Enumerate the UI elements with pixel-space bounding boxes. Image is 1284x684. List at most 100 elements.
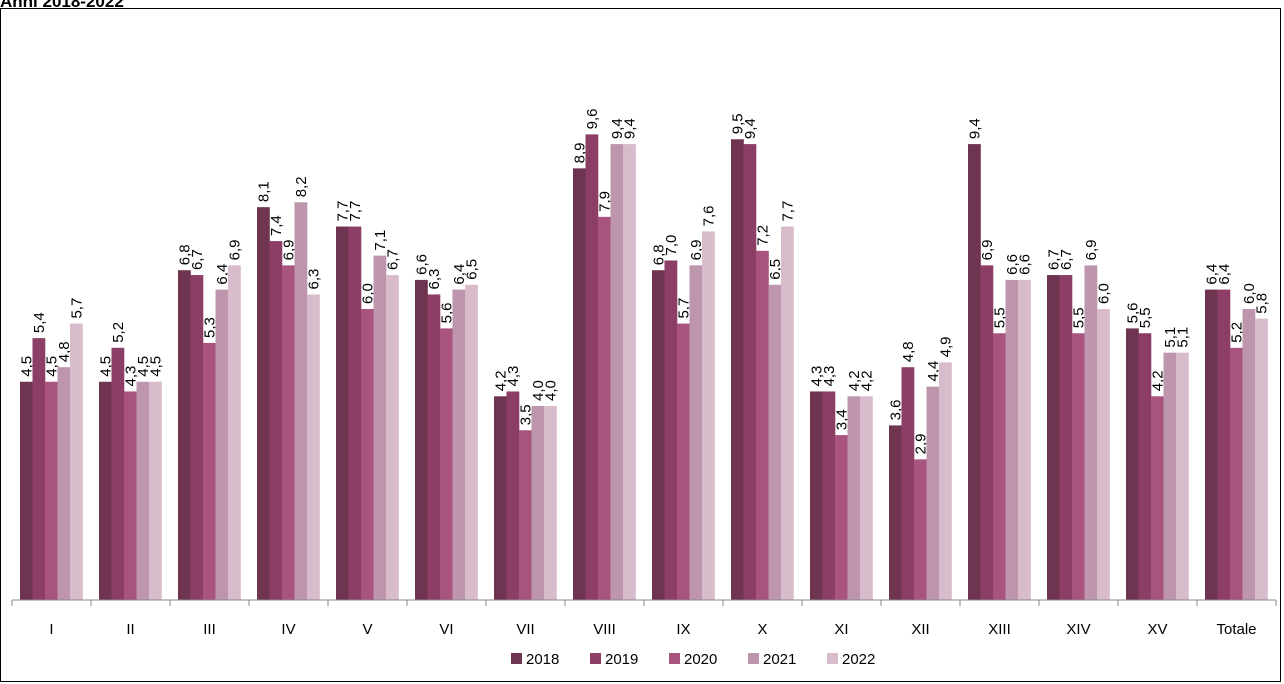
data-label-2021-XII: 4,4 xyxy=(925,361,942,382)
data-label-2018-X: 9,5 xyxy=(729,113,746,134)
bar-2021-IV xyxy=(294,202,308,601)
data-label-2018-XV: 5,6 xyxy=(1124,303,1141,324)
bar-2018-VIII xyxy=(573,168,586,600)
data-label-2020-III: 5,3 xyxy=(201,317,218,338)
legend-label-2021: 2021 xyxy=(763,651,796,668)
data-label-2019-VII: 4,3 xyxy=(505,366,522,387)
data-label-2021-IX: 6,9 xyxy=(688,239,705,260)
x-tick-label-II: II xyxy=(126,621,134,638)
bar-2021-V xyxy=(373,255,387,600)
x-tick-label-XI: XI xyxy=(834,621,848,638)
data-label-2022-VII: 4,0 xyxy=(542,380,559,401)
bar-2018-XI xyxy=(810,391,823,600)
data-label-2021-XV: 5,1 xyxy=(1162,327,1179,348)
bar-2021-I xyxy=(57,367,71,600)
x-tick-label-VIII: VIII xyxy=(593,621,616,638)
bar-2018-XIII xyxy=(968,144,981,600)
data-label-2021-X: 6,5 xyxy=(767,259,784,280)
bar-2020-IV xyxy=(282,265,295,600)
bar-2020-XV xyxy=(1151,396,1164,600)
bar-2021-III xyxy=(215,289,229,600)
data-label-2018-III: 6,8 xyxy=(176,244,193,265)
data-label-2021-III: 6,4 xyxy=(214,264,231,285)
bar-2020-XI xyxy=(835,435,848,600)
data-label-2020-II: 4,3 xyxy=(122,366,139,387)
data-label-2019-III: 6,7 xyxy=(189,249,206,270)
data-label-2019-XI: 4,3 xyxy=(821,366,838,387)
bar-2018-XIV xyxy=(1047,275,1060,600)
x-tick-label-X: X xyxy=(757,621,767,638)
data-label-2021-VIII: 9,4 xyxy=(609,118,626,139)
data-label-2021-IV: 8,2 xyxy=(293,176,310,197)
bar-2021-VIII xyxy=(610,144,624,600)
data-label-2020-V: 6,0 xyxy=(359,283,376,304)
bar-2022-IV xyxy=(307,294,320,600)
chart-heading: Anni 2018-2022 xyxy=(0,0,124,11)
x-tick-label-XIII: XIII xyxy=(988,621,1011,638)
data-label-2018-II: 4,5 xyxy=(97,356,114,377)
data-label-2022-V: 6,7 xyxy=(384,249,401,270)
data-label-2022-IV: 6,3 xyxy=(305,269,322,290)
bar-2022-Totale xyxy=(1255,318,1268,600)
bar-2020-VI xyxy=(440,328,453,600)
x-tick-label-VII: VII xyxy=(516,621,534,638)
data-label-2019-XII: 4,8 xyxy=(900,341,917,362)
bar-2019-XIV xyxy=(1059,275,1073,600)
data-label-2022-VIII: 9,4 xyxy=(621,118,638,139)
bar-2022-VIII xyxy=(623,144,636,600)
data-label-2020-IX: 5,7 xyxy=(675,298,692,319)
bar-2022-II xyxy=(149,381,162,600)
bar-2020-II xyxy=(124,391,137,600)
data-label-2019-VI: 6,3 xyxy=(426,269,443,290)
bar-2020-I xyxy=(45,381,58,600)
legend-label-2019: 2019 xyxy=(605,651,638,668)
bar-2021-X xyxy=(768,284,782,600)
bar-2021-XV xyxy=(1163,352,1177,600)
bar-2019-IX xyxy=(664,260,678,600)
bar-2020-V xyxy=(361,309,374,600)
data-label-2022-XI: 4,2 xyxy=(858,370,875,391)
data-label-2022-XIII: 6,6 xyxy=(1016,254,1033,275)
legend-label-2022: 2022 xyxy=(842,651,875,668)
bar-2022-VI xyxy=(465,284,478,600)
data-label-2022-X: 7,7 xyxy=(779,201,796,222)
data-label-2022-Totale: 5,8 xyxy=(1253,293,1270,314)
bar-2022-IX xyxy=(702,231,715,600)
data-label-2018-Totale: 6,4 xyxy=(1203,264,1220,285)
legend-swatch-2019 xyxy=(590,653,601,664)
x-tick-label-V: V xyxy=(362,621,372,638)
bar-2021-VI xyxy=(452,289,466,600)
data-label-2021-XIII: 6,6 xyxy=(1004,254,1021,275)
bar-2019-VIII xyxy=(585,134,599,600)
bar-2021-XIV xyxy=(1084,265,1098,600)
bar-2019-VI xyxy=(427,294,441,600)
data-label-2019-Totale: 6,4 xyxy=(1216,264,1233,285)
bar-2020-III xyxy=(203,342,216,600)
data-label-2022-XIV: 6,0 xyxy=(1095,283,1112,304)
bar-2022-XIV xyxy=(1097,309,1110,600)
data-label-2018-V: 7,7 xyxy=(334,201,351,222)
data-label-2018-XI: 4,3 xyxy=(808,366,825,387)
bar-2022-XI xyxy=(860,396,873,600)
bar-2020-VII xyxy=(519,430,532,600)
data-label-2022-I: 5,7 xyxy=(68,298,85,319)
data-label-2020-IV: 6,9 xyxy=(280,239,297,260)
bar-2018-II xyxy=(99,381,112,600)
bar-2021-XIII xyxy=(1005,279,1019,600)
bar-2021-VII xyxy=(531,406,545,600)
data-label-2020-I: 4,5 xyxy=(43,356,60,377)
bar-2018-VI xyxy=(415,279,428,600)
data-label-2022-II: 4,5 xyxy=(147,356,164,377)
bar-2018-XV xyxy=(1126,328,1139,600)
bar-2018-III xyxy=(178,270,191,600)
legend-label-2020: 2020 xyxy=(684,651,717,668)
data-label-2022-XII: 4,9 xyxy=(937,336,954,357)
bar-2018-XII xyxy=(889,425,902,600)
data-label-2018-IV: 8,1 xyxy=(255,181,272,202)
data-label-2019-X: 9,4 xyxy=(742,118,759,139)
bar-2021-IX xyxy=(689,265,703,600)
bar-2019-Totale xyxy=(1217,289,1231,600)
data-label-2020-VI: 5,6 xyxy=(438,303,455,324)
bar-2022-III xyxy=(228,265,241,600)
bar-2021-II xyxy=(136,381,150,600)
